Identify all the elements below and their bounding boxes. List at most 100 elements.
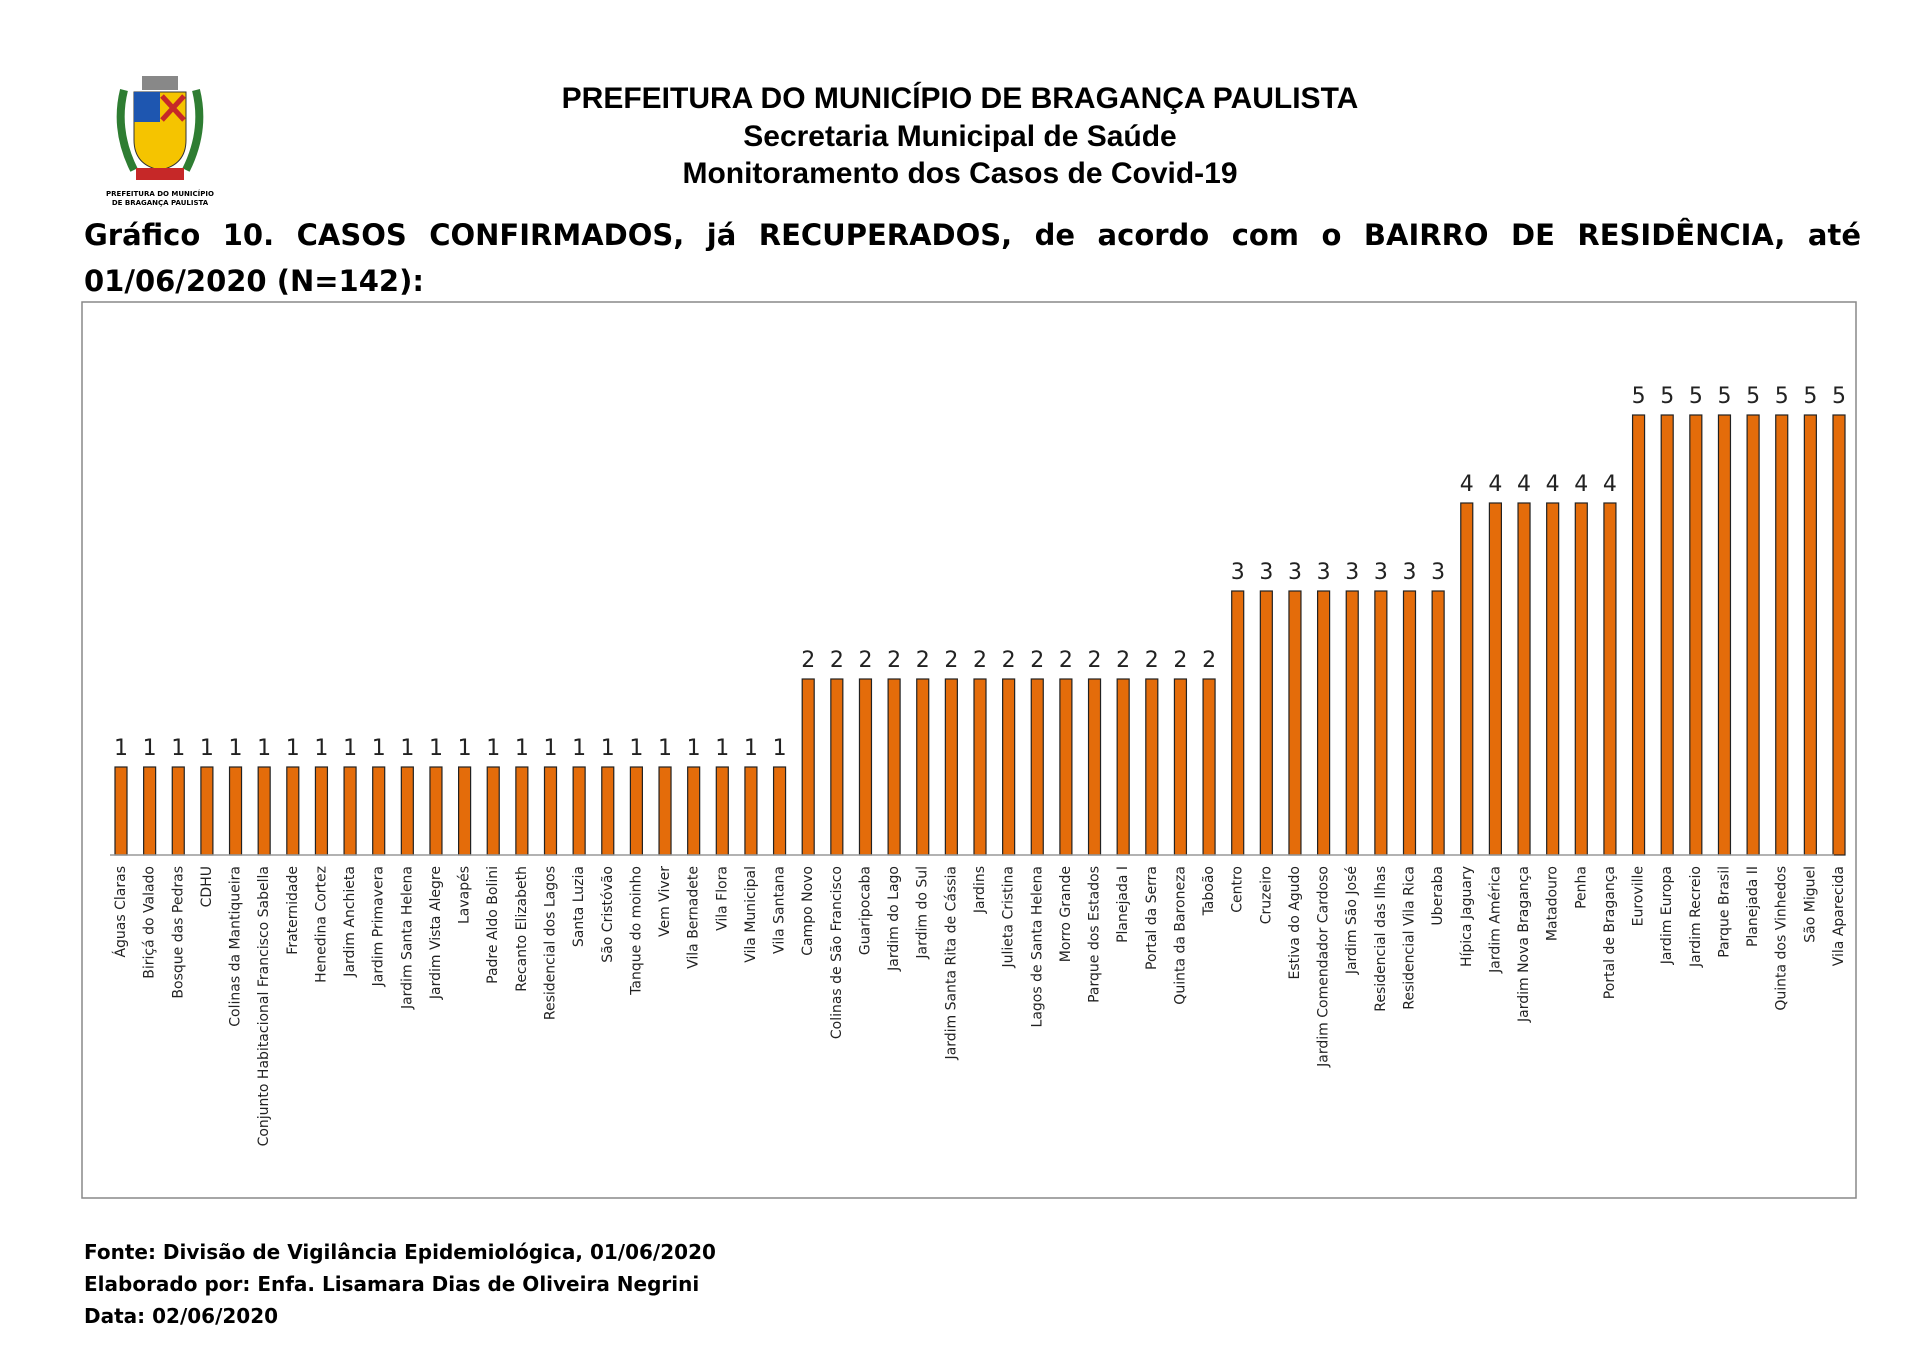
- value-label: 5: [1746, 384, 1760, 409]
- bar: [458, 766, 472, 856]
- x-tick-label: Matadouro: [1545, 866, 1561, 941]
- bar: [1087, 678, 1102, 856]
- value-label: 2: [1002, 648, 1016, 673]
- value-label: 1: [429, 736, 443, 761]
- x-tick-label: Vila Santana: [772, 866, 788, 954]
- bar: [1402, 590, 1417, 856]
- x-tick-label: Jardim Vista Alegre: [428, 866, 444, 1000]
- x-tick-label: São Miguel: [1802, 866, 1818, 943]
- bar: [400, 766, 414, 856]
- x-tick-label: Jardim Santa Rita de Cássia: [943, 866, 959, 1060]
- value-label: 1: [458, 736, 472, 761]
- footer-line: Data: 02/06/2020: [84, 1304, 279, 1328]
- x-tick-label: Uberaba: [1430, 866, 1446, 926]
- x-tick-label: Henedina Cortez: [313, 866, 329, 983]
- bar: [715, 766, 729, 856]
- value-label: 3: [1288, 560, 1302, 585]
- bar: [1574, 502, 1588, 856]
- bar: [1717, 414, 1732, 856]
- value-label: 1: [601, 736, 615, 761]
- x-tick-label: Taboão: [1201, 866, 1217, 916]
- value-label: 3: [1317, 560, 1331, 585]
- value-label: 3: [1345, 560, 1359, 585]
- value-label: 4: [1603, 472, 1617, 497]
- bar: [830, 678, 844, 856]
- x-tick-label: São Cristóvão: [600, 866, 616, 963]
- x-tick-label: Julieta Cristina: [1001, 866, 1017, 968]
- value-label: 5: [1632, 384, 1646, 409]
- bar: [114, 766, 128, 856]
- bar: [286, 766, 300, 856]
- x-tick-label: Jardim Europa: [1659, 866, 1675, 965]
- x-tick-label: Jardim Santa Helena: [399, 866, 415, 1010]
- value-label: 1: [572, 736, 586, 761]
- bar: [1345, 590, 1359, 856]
- value-label: 1: [687, 736, 701, 761]
- logo: PREFEITURA DO MUNICÍPIO DE BRAGANÇA PAUL…: [106, 76, 214, 207]
- value-label: 1: [314, 736, 328, 761]
- bar: [1059, 678, 1073, 856]
- x-tick-label: Centro: [1230, 866, 1246, 913]
- x-tick-label: Padre Aldo Bolini: [485, 866, 501, 984]
- bar: [343, 766, 357, 856]
- x-tick-label: Morro Grande: [1058, 866, 1074, 962]
- value-label: 3: [1259, 560, 1273, 585]
- bar: [515, 766, 529, 856]
- value-label: 1: [171, 736, 185, 761]
- bar: [858, 678, 873, 856]
- x-tick-label: Bosque das Pedras: [170, 866, 186, 999]
- value-label: 1: [773, 736, 787, 761]
- bar: [1660, 414, 1674, 856]
- x-tick-label: Residencial das Ilhas: [1373, 866, 1389, 1012]
- x-tick-label: Residencial Vila Rica: [1402, 866, 1418, 1010]
- value-label: 1: [715, 736, 729, 761]
- bar: [486, 766, 500, 856]
- x-tick-label: Águas Claras: [112, 866, 129, 958]
- x-tick-label: Campo Novo: [800, 866, 816, 956]
- bar: [1259, 590, 1273, 856]
- value-label: 3: [1374, 560, 1388, 585]
- value-label: 2: [1059, 648, 1073, 673]
- bar: [944, 678, 958, 856]
- bar: [1488, 502, 1503, 856]
- x-tick-label: Biriçá do Valado: [142, 866, 158, 979]
- bar: [601, 766, 615, 856]
- value-label: 1: [200, 736, 214, 761]
- value-label: 5: [1689, 384, 1703, 409]
- x-tick-label: Vila Flora: [714, 866, 730, 931]
- header-title: PREFEITURA DO MUNICÍPIO DE BRAGANÇA PAUL…: [561, 82, 1359, 115]
- value-label: 1: [486, 736, 500, 761]
- value-label: 2: [1202, 648, 1216, 673]
- value-label: 5: [1717, 384, 1731, 409]
- x-tick-label: Vem Viver: [657, 866, 673, 937]
- bar: [1116, 678, 1130, 856]
- bar: [1631, 414, 1646, 856]
- value-label: 2: [830, 648, 844, 673]
- x-tick-label: Penha: [1573, 866, 1589, 909]
- x-tick-label: Euroville: [1631, 866, 1647, 926]
- value-label: 4: [1546, 472, 1560, 497]
- x-tick-label: Portal de Bragança: [1602, 866, 1618, 999]
- bar: [1030, 678, 1044, 856]
- x-tick-label: Tanque do moinho: [628, 866, 644, 996]
- x-tick-label: Parque Brasil: [1716, 866, 1732, 958]
- value-label: 2: [944, 648, 958, 673]
- bar: [1746, 414, 1760, 856]
- value-label: 1: [143, 736, 157, 761]
- value-label: 5: [1832, 384, 1846, 409]
- x-tick-label: Jardim Comendador Cardoso: [1316, 866, 1332, 1068]
- bar: [1231, 590, 1245, 856]
- value-label: 4: [1574, 472, 1588, 497]
- value-label: 2: [1173, 648, 1187, 673]
- bar: [887, 678, 901, 856]
- x-tick-label: Santa Luzia: [571, 866, 587, 947]
- bar: [658, 766, 672, 856]
- bar: [687, 766, 701, 856]
- chart-frame: [81, 301, 1857, 1199]
- value-label: 2: [916, 648, 930, 673]
- x-tick-label: Portal da Serra: [1144, 866, 1160, 970]
- value-label: 1: [629, 736, 643, 761]
- x-tick-label: Jardim São José: [1344, 866, 1360, 975]
- value-label: 5: [1775, 384, 1789, 409]
